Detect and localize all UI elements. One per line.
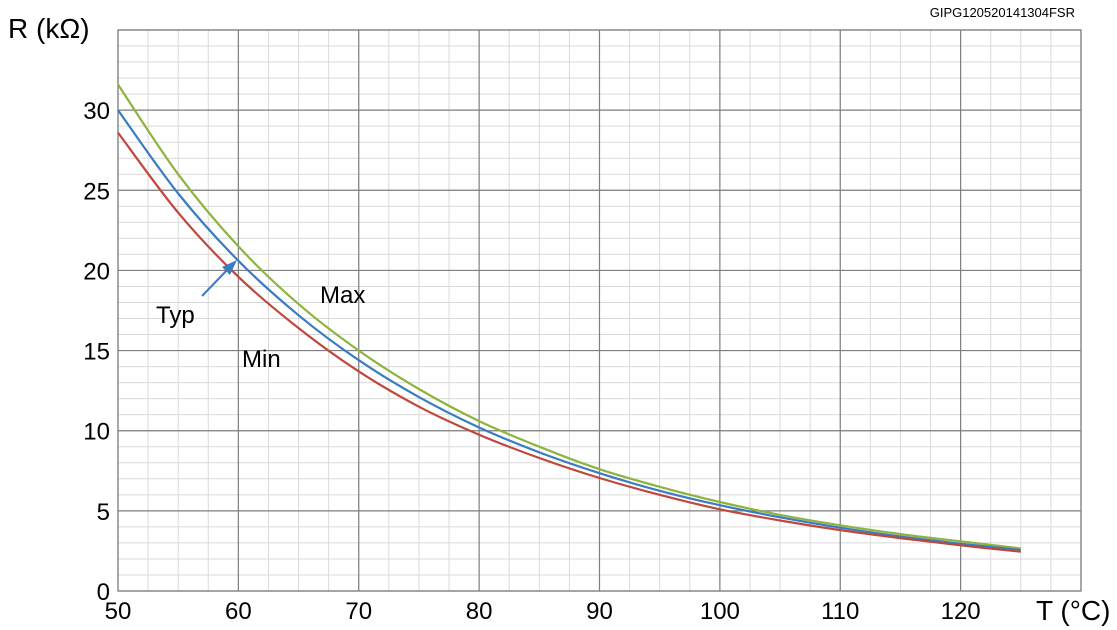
series-line-typ [117, 109, 1021, 552]
x-tick-label: 80 [466, 598, 493, 625]
y-axis-title: R (kΩ) [8, 13, 90, 44]
figure-code: GIPG120520141304FSR [930, 5, 1075, 20]
x-tick-label: 70 [345, 598, 372, 625]
series-line-min [117, 131, 1021, 553]
y-tick-label: 10 [83, 419, 110, 446]
x-tick-label: 50 [105, 598, 132, 625]
x-axis-title: T (°C) [1036, 595, 1110, 626]
series-label-max: Max [320, 282, 365, 309]
y-tick-label: 20 [83, 258, 110, 285]
series-lines [117, 83, 1021, 553]
series-label-min: Min [242, 346, 281, 373]
y-tick-label: 0 [97, 579, 110, 606]
y-tick-label: 25 [83, 178, 110, 205]
x-tick-label: 100 [700, 598, 740, 625]
x-tick-labels: 50 60 70 80 90 100 110 120 [105, 598, 981, 625]
plot-frame [117, 29, 1082, 592]
y-tick-label: 15 [83, 339, 110, 366]
typ-pointer-arrow [201, 260, 237, 297]
y-tick-label: 30 [83, 98, 110, 125]
x-tick-label: 90 [586, 598, 613, 625]
x-tick-label: 110 [821, 598, 859, 625]
x-tick-label: 120 [941, 598, 981, 625]
y-tick-labels: 0 5 10 15 20 25 30 [83, 98, 110, 606]
x-tick-label: 60 [225, 598, 252, 625]
series-label-typ: Typ [156, 302, 195, 329]
series-line-max [117, 83, 1021, 550]
y-tick-label: 5 [97, 499, 110, 526]
